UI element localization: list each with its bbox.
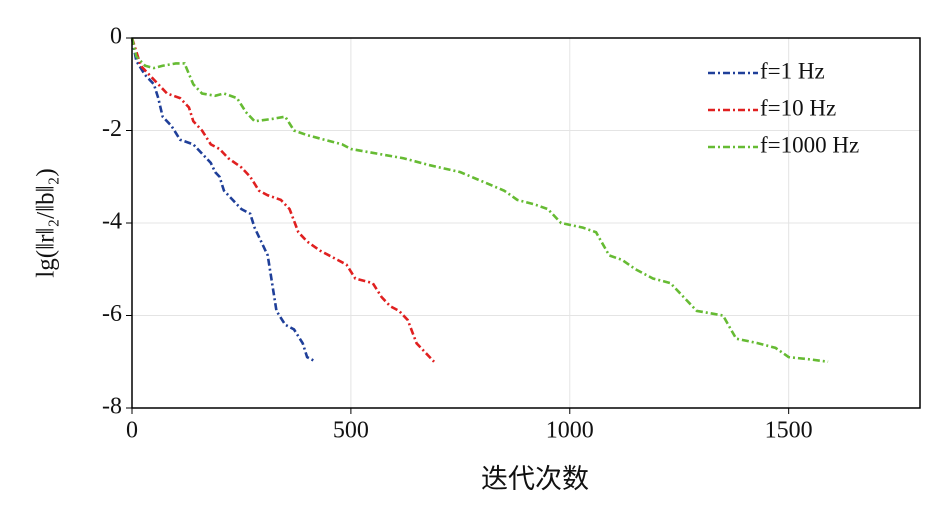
line xyxy=(130,37,436,363)
y-tick-label: -6 xyxy=(102,301,122,327)
x-tick-label: 1500 xyxy=(765,418,813,444)
y-tick-label: 0 xyxy=(110,24,122,50)
legend: f=1 Hz f=10 Hz f=1000 Hz xyxy=(708,58,859,157)
y-tick-label: -4 xyxy=(102,209,122,235)
plot-frame xyxy=(131,37,921,409)
x-tick-label: 0 xyxy=(126,418,138,444)
legend-label: f=1 Hz xyxy=(760,58,825,83)
line xyxy=(130,37,317,363)
legend-label: f=1000 Hz xyxy=(760,132,859,157)
y-tick-label: -2 xyxy=(102,116,122,142)
line xyxy=(130,37,829,364)
x-tick-label: 1000 xyxy=(546,418,594,444)
y-axis-label: lg(‖r‖₂/‖b‖₂) xyxy=(33,168,60,277)
x-axis-label: 迭代次数 xyxy=(481,464,589,494)
y-tick-label: -8 xyxy=(102,394,122,420)
x-tick-label: 500 xyxy=(333,418,369,444)
legend-label: f=10 Hz xyxy=(760,95,836,120)
